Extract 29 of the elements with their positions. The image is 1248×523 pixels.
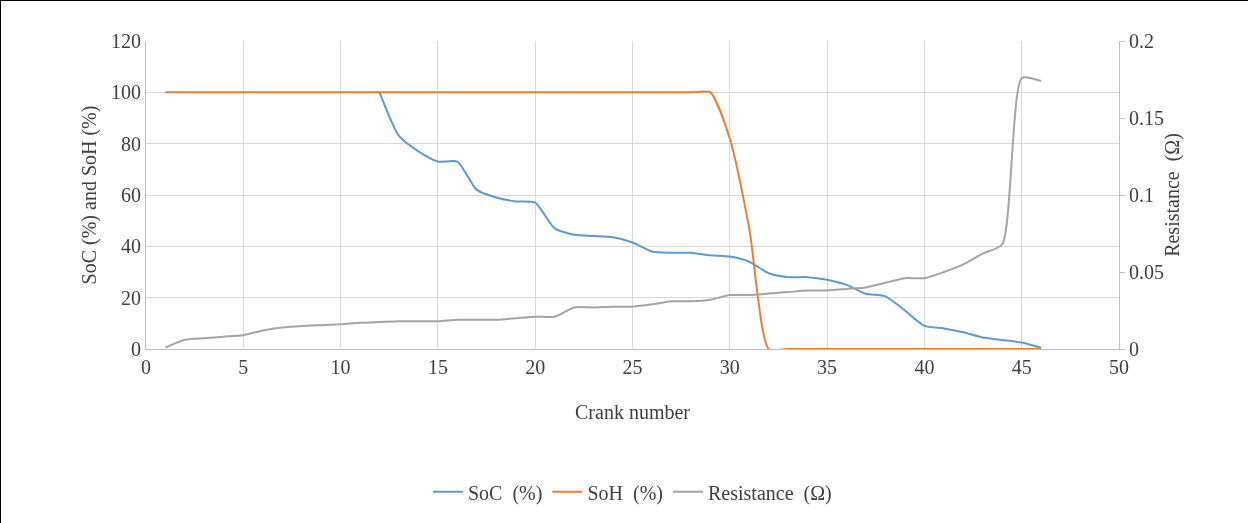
x-tick-label: 45 (1011, 356, 1032, 378)
legend-label: SoH (%) (587, 481, 663, 505)
y2-tick-label: 0.05 (1129, 261, 1164, 283)
y-tick-label: 80 (121, 132, 141, 155)
y-tick-label: 0 (131, 338, 141, 360)
y2-tick-label: 0.2 (1129, 30, 1154, 52)
y2-tick-label: 0 (1129, 338, 1139, 360)
x-tick-label: 40 (914, 356, 935, 378)
x-tick-label: 50 (1109, 356, 1129, 378)
x-tick-label: 25 (622, 356, 643, 378)
y-tick-label: 40 (121, 235, 141, 258)
x-tick-label: 35 (817, 356, 838, 378)
legend-label: SoC (%) (468, 481, 543, 505)
x-tick-label: 15 (427, 356, 448, 378)
y-axis-title: SoC (%) and SoH (%) (78, 105, 101, 285)
x-tick-label: 10 (330, 356, 351, 378)
x-tick-label: 30 (719, 356, 740, 378)
y-tick-label: 120 (111, 30, 141, 52)
legend-label: Resistance (Ω) (708, 481, 832, 505)
x-axis-title: Crank number (575, 401, 691, 423)
y-tick-label: 60 (121, 184, 141, 206)
y2-tick-label: 0.15 (1129, 107, 1164, 129)
x-tick-label: 20 (525, 356, 546, 378)
y2-axis-title: Resistance (Ω) (1161, 133, 1184, 257)
line-series (378, 91, 1043, 349)
y-tick-label: 100 (111, 81, 141, 104)
x-tick-label: 5 (238, 356, 249, 378)
y-tick-label: 20 (121, 286, 141, 309)
y2-tick-label: 0.1 (1129, 184, 1154, 206)
